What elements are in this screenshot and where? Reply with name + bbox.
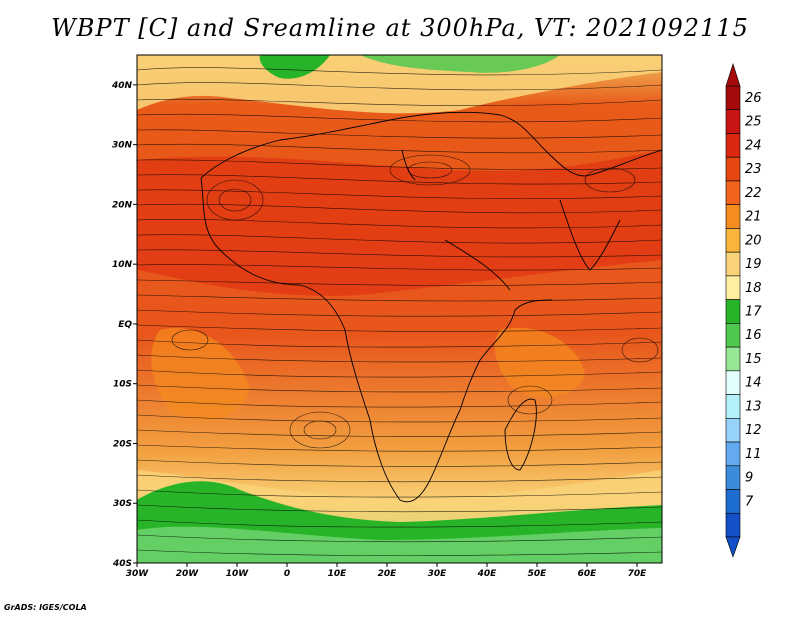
colorbar-label: 16	[745, 328, 762, 343]
colorbar-segment	[725, 394, 741, 419]
colorbar-label: 17	[745, 305, 762, 320]
lon-tick-label: 30W	[126, 569, 150, 579]
colorbar-segment	[725, 489, 741, 514]
colorbar-segment	[725, 370, 741, 395]
temperature-field	[137, 55, 662, 563]
colorbar-segment	[725, 299, 741, 324]
coastlines	[200, 111, 662, 503]
colorbar-segment	[725, 204, 741, 229]
lon-tick-label: 70E	[628, 569, 648, 579]
footer-credit: GrADS: IGES/COLA	[4, 603, 87, 612]
colorbar-label: 14	[745, 376, 762, 391]
colorbar-segment	[725, 418, 741, 443]
lon-tick-label: 60E	[578, 569, 598, 579]
lat-tick-label: 20N	[112, 200, 133, 210]
lon-tick-label: 10E	[328, 569, 348, 579]
colorbar-label: 26	[745, 91, 762, 106]
colorbar-label: 15	[745, 352, 762, 367]
colorbar: 26 25 24 23 22 21 20 19 18 17 16 15 14 13 12 11 9 7	[725, 63, 762, 558]
lon-tick-label: 20W	[176, 569, 200, 579]
colorbar-segment	[725, 346, 741, 372]
colorbar-label: 18	[745, 281, 762, 296]
plot-area	[137, 55, 662, 563]
lat-tick-label: EQ	[118, 320, 132, 330]
colorbar-segment	[725, 85, 741, 111]
colorbar-label: 22	[745, 186, 762, 201]
colorbar-segment	[725, 251, 741, 277]
longitude-axis: 30W 20W 10W 0 10E 20E 30E 40E 50E 60E 70E	[126, 563, 647, 579]
lat-tick-label: 10N	[112, 260, 133, 270]
lon-tick-label: 10W	[226, 569, 250, 579]
cool-patch-west	[151, 328, 250, 421]
north-green-patch-2	[360, 55, 560, 73]
lat-tick-label: 30N	[112, 141, 133, 151]
colorbar-label: 19	[745, 257, 762, 272]
colorbar-top-arrow	[725, 63, 741, 87]
plot-frame	[136, 54, 663, 564]
colorbar-label: 13	[745, 399, 762, 414]
colorbar-segment	[725, 441, 741, 467]
lon-tick-label: 50E	[528, 569, 548, 579]
lat-tick-label: 40S	[112, 559, 132, 569]
colorbar-label: 11	[745, 447, 762, 462]
streamlines	[137, 67, 662, 556]
latitude-axis: 40N 30N 20N 10N EQ 10S 20S 30S 40S	[111, 81, 137, 569]
colorbar-segment	[725, 465, 741, 490]
colorbar-label: 24	[745, 138, 762, 153]
colorbar-segment	[725, 109, 741, 134]
colorbar-segment	[725, 512, 741, 538]
lat-tick-label: 30S	[113, 499, 132, 509]
map-title: WBPT [C] and Sreamline at 300hPa, VT: 20…	[51, 14, 749, 42]
colorbar-segment	[725, 323, 741, 348]
colorbar-label: 12	[745, 423, 762, 438]
colorbar-label: 25	[745, 115, 762, 130]
colorbar-segment	[725, 133, 741, 158]
colorbar-label: 7	[745, 494, 754, 509]
colorbar-segment	[725, 156, 741, 182]
lat-tick-label: 20S	[113, 439, 132, 449]
lat-tick-label: 10S	[113, 380, 132, 390]
north-green-patch	[259, 55, 330, 79]
colorbar-segment	[725, 275, 741, 300]
hot-band	[137, 150, 662, 296]
colorbar-segment	[725, 228, 741, 253]
colorbar-label: 9	[745, 471, 753, 486]
lon-tick-label: 40E	[477, 569, 498, 579]
colorbar-label: 20	[745, 233, 762, 248]
colorbar-label: 23	[745, 162, 762, 177]
colorbar-segment	[725, 180, 741, 205]
lat-tick-label: 40N	[111, 81, 133, 91]
colorbar-label: 21	[745, 210, 762, 225]
colorbar-bottom-arrow	[725, 536, 741, 558]
lon-tick-label: 30E	[428, 569, 448, 579]
lon-tick-label: 20E	[378, 569, 398, 579]
lon-tick-label: 0	[284, 569, 290, 579]
